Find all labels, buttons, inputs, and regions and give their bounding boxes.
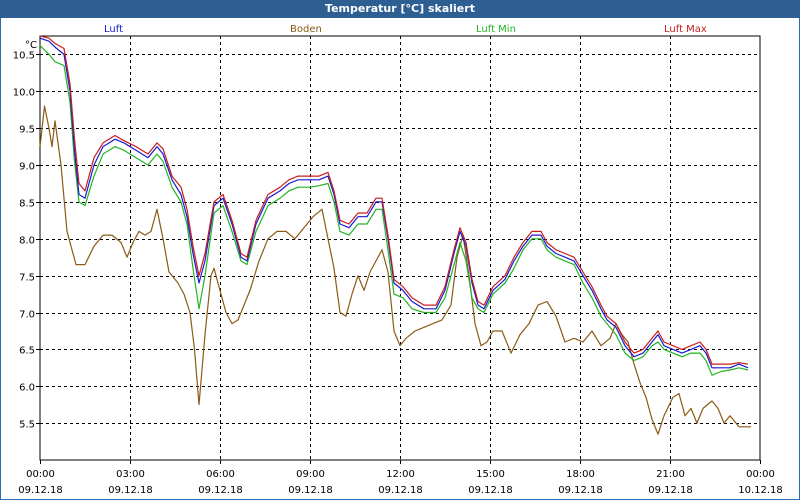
x-tick-date: 09.12.18 (198, 485, 243, 496)
legend-boden: Boden (290, 24, 322, 35)
y-tick-label: 5.5 (19, 420, 35, 431)
x-tick-date: 09.12.18 (648, 485, 693, 496)
y-tick-label: 9.0 (19, 162, 35, 173)
legend-luft-max: Luft Max (664, 24, 707, 35)
x-tick-time: 21:00 (656, 469, 685, 480)
series-layer (39, 35, 751, 435)
x-tick-date: 09.12.18 (558, 485, 603, 496)
plot-area (39, 35, 761, 461)
x-tick-date: 09.12.18 (288, 485, 333, 496)
y-tick-label: 7.0 (19, 310, 35, 321)
y-tick-label: 6.0 (19, 383, 35, 394)
x-tick-date: 09.12.18 (108, 485, 153, 496)
series-line-luft-max (39, 35, 749, 365)
x-tick-time: 09:00 (296, 469, 325, 480)
series-line-luft-min (39, 45, 749, 376)
y-tick-label: 8.5 (19, 199, 35, 210)
x-tick-date: 09.12.18 (18, 485, 63, 496)
x-tick-date: 09.12.18 (378, 485, 423, 496)
legend-luft: Luft (104, 24, 123, 35)
x-tick-date: 09.12.18 (468, 485, 513, 496)
x-tick-time: 18:00 (566, 469, 595, 480)
x-axis: 00:00 09.12.18 03:00 09.12.18 06:00 09.12.18 0… (18, 460, 783, 496)
x-tick-time: 00:00 (746, 469, 775, 480)
y-tick-label: 7.5 (19, 273, 35, 284)
series-line-boden (39, 105, 751, 435)
y-tick-label: 8.0 (19, 236, 35, 247)
x-tick-time: 06:00 (206, 469, 235, 480)
x-tick-time: 03:00 (116, 469, 145, 480)
y-tick-label: 6.5 (19, 346, 35, 357)
x-tick-time: 15:00 (476, 469, 505, 480)
legend-luft-min: Luft Min (476, 24, 516, 35)
x-tick-time: 12:00 (386, 469, 415, 480)
chart-title: Temperatur [°C] skaliert (0, 0, 800, 18)
x-tick-date: 10.12.18 (738, 485, 783, 496)
y-axis: 5.5 6.0 6.5 7.0 7.5 8.0 8.5 9.0 9.5 10.0 10.5 (13, 51, 40, 431)
y-tick-label: 10.5 (13, 51, 35, 62)
x-tick-time: 00:00 (26, 469, 55, 480)
y-axis-unit: °C (25, 40, 37, 51)
y-tick-label: 9.5 (19, 125, 35, 136)
y-tick-label: 10.0 (13, 88, 35, 99)
